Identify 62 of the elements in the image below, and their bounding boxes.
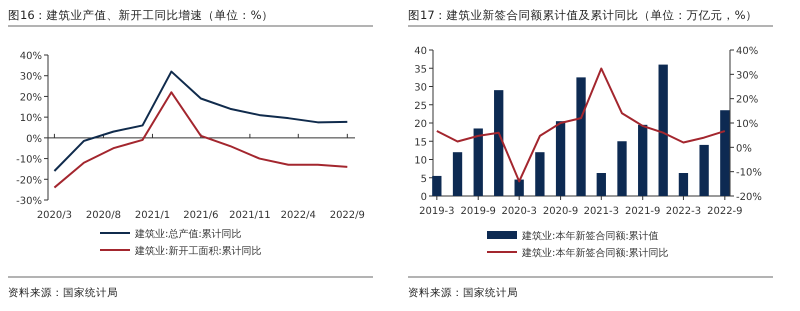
x-tick-label: 2021-9 — [624, 206, 660, 217]
bar — [596, 173, 606, 196]
bar — [576, 77, 586, 196]
y2-tick-label: 0% — [736, 143, 752, 154]
x-tick-label: 2021-3 — [584, 206, 620, 217]
bar — [658, 64, 668, 196]
x-tick-label: 2019-3 — [419, 206, 455, 217]
y-tick-label: 40 — [414, 46, 427, 57]
bar — [494, 90, 504, 196]
y-tick-label: 15 — [414, 137, 427, 148]
bar — [678, 173, 688, 196]
y-tick-label: 10 — [414, 156, 427, 166]
y2-tick-label: -20% — [736, 192, 762, 203]
bar — [514, 180, 524, 196]
legend-label: 建筑业:总产值:累计同比 — [134, 228, 242, 240]
y-tick-label: 40% — [20, 51, 42, 62]
x-tick-label: 2020/8 — [86, 210, 122, 221]
legend-label: 建筑业:新开工面积:累计同比 — [134, 245, 262, 257]
y-tick-label: 30% — [20, 72, 42, 83]
bar — [720, 110, 730, 196]
bar — [535, 152, 545, 196]
bar — [617, 141, 627, 196]
x-tick-label: 2022-9 — [707, 206, 743, 217]
bar — [474, 128, 483, 196]
x-tick-label: 2022-3 — [666, 206, 702, 217]
y-tick-label: 20 — [414, 119, 427, 130]
chart-title: 图16：建筑业产值、新开工同比增速（单位：%） — [8, 8, 274, 22]
y-tick-label: 0 — [420, 192, 427, 203]
chart-title: 图17：建筑业新签合同额累计值及累计同比（单位：万亿元，%） — [408, 8, 758, 22]
y-tick-label: 25 — [414, 100, 427, 112]
x-tick-label: 2021/11 — [229, 210, 271, 221]
legend-label: 建筑业:本年新签合同额:累计值 — [521, 230, 659, 242]
x-tick-label: 2021/6 — [183, 210, 218, 221]
y-tick-label: 5 — [420, 174, 427, 185]
legend-label: 建筑业:本年新签合同额:累计同比 — [521, 247, 669, 259]
text: 资料来源：国家统计局 — [8, 286, 118, 299]
y-tick-label: -20% — [16, 175, 42, 186]
bar — [638, 124, 648, 196]
y-tick-label: 35 — [414, 64, 427, 76]
y-tick-label: 0% — [26, 134, 42, 145]
x-tick-label: 2022/9 — [330, 210, 365, 221]
y-tick-label: 10% — [20, 113, 42, 124]
y2-tick-label: 40% — [736, 46, 758, 57]
y2-tick-label: 20% — [736, 94, 758, 106]
bar — [699, 144, 709, 196]
y2-tick-label: 10% — [736, 119, 758, 130]
y-tick-label: 20% — [20, 92, 42, 104]
bar — [556, 121, 566, 196]
x-tick-label: 2020-3 — [501, 206, 537, 217]
y2-tick-label: 30% — [736, 70, 758, 82]
x-tick-label: 2020-9 — [542, 206, 578, 217]
y-tick-label: 30 — [414, 82, 427, 94]
x-tick-label: 2019-9 — [460, 206, 496, 217]
text: 资料来源：国家统计局 — [408, 286, 518, 299]
bar — [452, 152, 462, 196]
x-tick-label: 2020/3 — [36, 210, 72, 221]
x-tick-label: 2021/1 — [134, 210, 170, 221]
bar — [432, 176, 442, 196]
y-tick-label: -30% — [16, 196, 42, 207]
y2-tick-label: -10% — [736, 168, 762, 179]
x-tick-label: 2022/4 — [280, 210, 316, 221]
y-tick-label: -10% — [16, 154, 42, 166]
